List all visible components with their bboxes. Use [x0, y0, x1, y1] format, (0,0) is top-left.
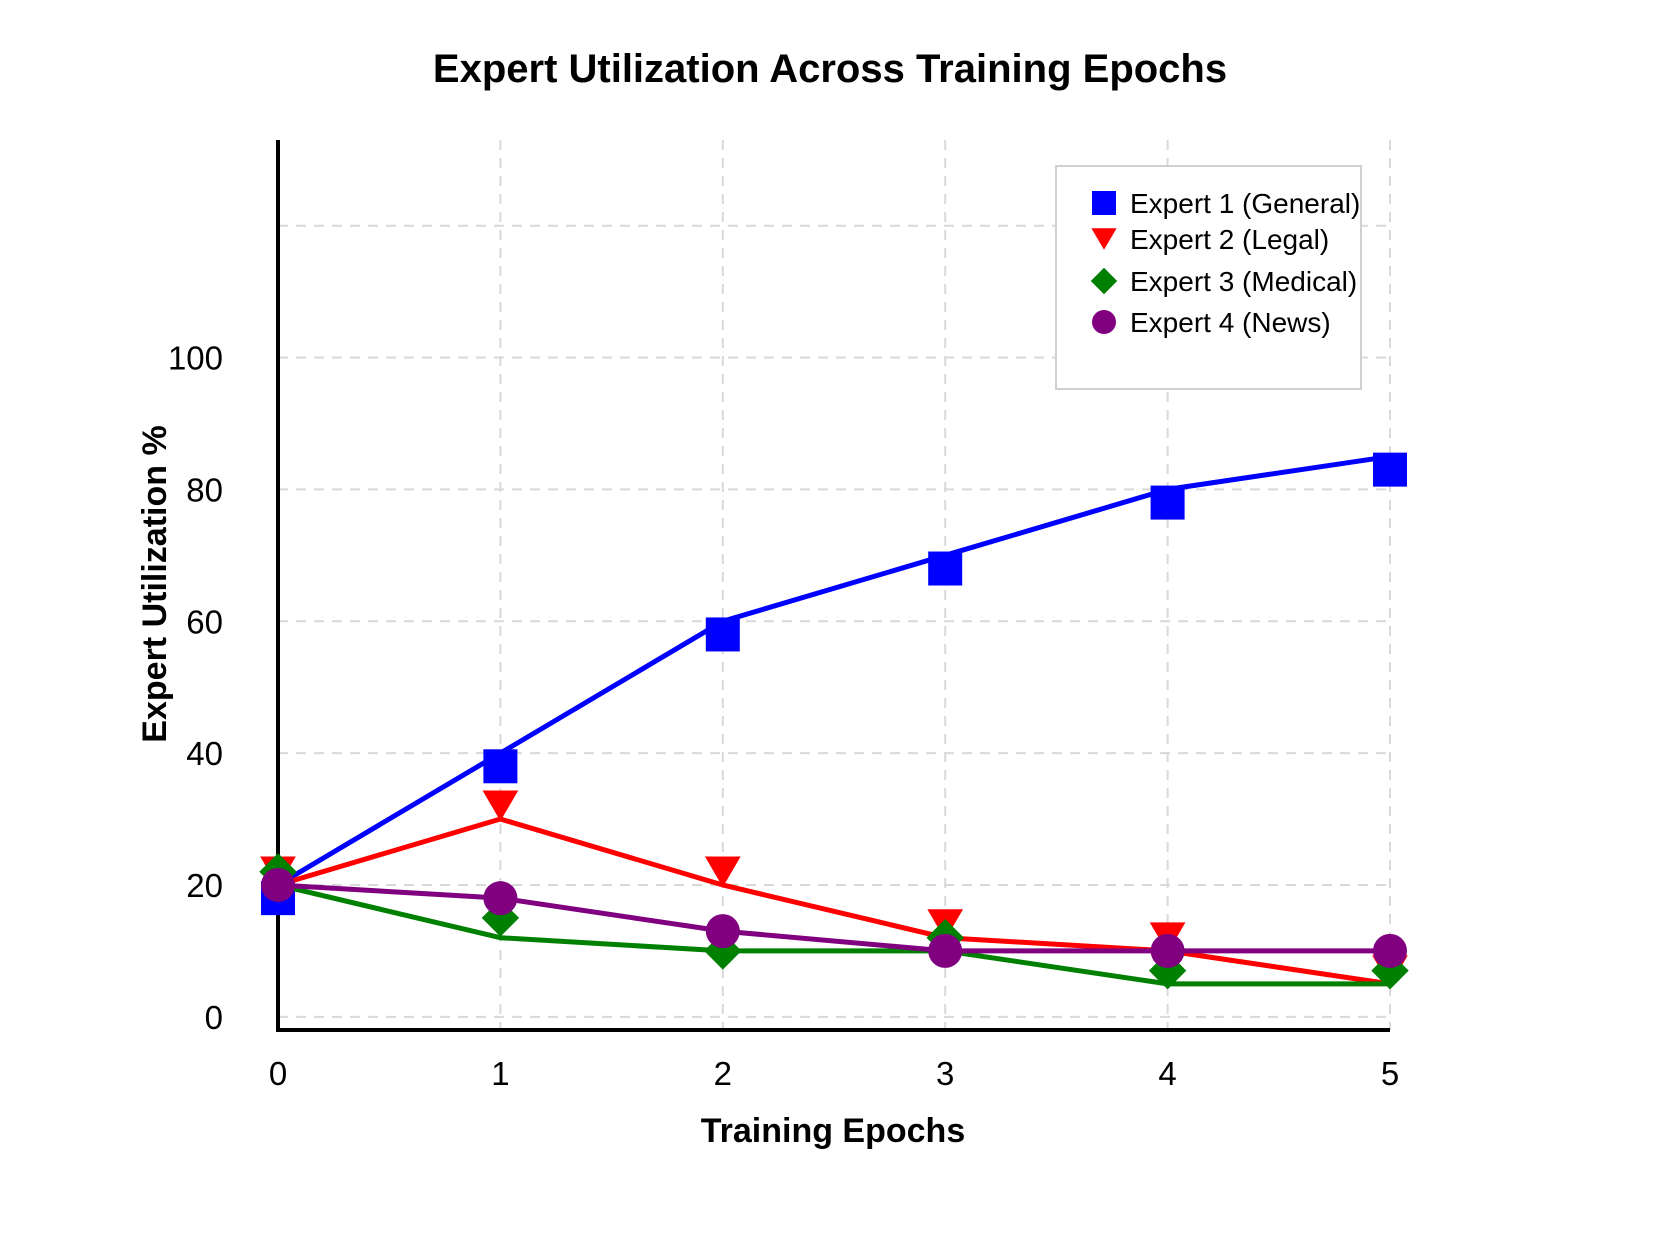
data-point — [928, 933, 963, 968]
data-point — [1373, 933, 1407, 968]
x-tick-label: 1 — [491, 1055, 509, 1092]
legend-label: Expert 1 (General) — [1130, 188, 1360, 219]
data-point — [1150, 485, 1185, 520]
data-point — [928, 551, 963, 586]
legend-marker — [1091, 228, 1117, 250]
x-tick-label: 0 — [269, 1055, 287, 1092]
y-tick-label: 100 — [168, 340, 223, 377]
series-4 — [261, 867, 1407, 968]
series-line — [277, 882, 1390, 954]
data-point — [704, 932, 742, 970]
x-axis-label: Training Epochs — [701, 1112, 965, 1150]
data-point — [483, 749, 518, 784]
legend-label: Expert 2 (Legal) — [1130, 224, 1329, 255]
y-tick-label: 80 — [186, 471, 223, 508]
y-axis-label: Expert Utilization % — [136, 425, 174, 742]
data-point — [481, 899, 520, 937]
y-tick-label: 60 — [186, 603, 223, 640]
chart-title: Expert Utilization Across Training Epoch… — [433, 47, 1227, 91]
series-layer — [259, 452, 1409, 990]
x-tick-label: 5 — [1381, 1055, 1399, 1092]
data-point — [482, 790, 519, 822]
series-1 — [261, 452, 1407, 916]
data-point — [705, 617, 740, 652]
y-tick-label: 20 — [186, 867, 223, 904]
data-point — [261, 867, 295, 902]
y-tick-label: 40 — [186, 735, 223, 772]
series-line — [277, 882, 1390, 987]
data-point — [1373, 452, 1407, 487]
x-tick-label: 4 — [1158, 1055, 1176, 1092]
legend-marker — [1092, 310, 1116, 334]
data-point — [1148, 951, 1187, 990]
series-line — [276, 453, 1391, 888]
data-point — [483, 881, 518, 916]
series-line — [277, 816, 1391, 987]
tick-labels: 0 1 2 3 4 5 0 20 40 60 80 100 — [168, 340, 1399, 1092]
data-point — [1371, 951, 1409, 990]
series-2 — [260, 790, 1408, 987]
data-point — [704, 856, 741, 888]
legend: Expert 1 (General) Expert 2 (Legal) Expert… — [1055, 165, 1362, 390]
legend-label: Expert 4 (News) — [1130, 307, 1331, 338]
x-tick-label: 3 — [936, 1055, 954, 1092]
legend-marker — [1092, 191, 1116, 215]
legend-marker — [1090, 267, 1118, 295]
x-tick-label: 2 — [714, 1055, 732, 1092]
data-point — [705, 914, 740, 949]
series-3 — [259, 853, 1409, 990]
y-tick-label: 0 — [205, 999, 223, 1036]
data-point — [1150, 933, 1185, 968]
legend-label: Expert 3 (Medical) — [1130, 266, 1357, 297]
